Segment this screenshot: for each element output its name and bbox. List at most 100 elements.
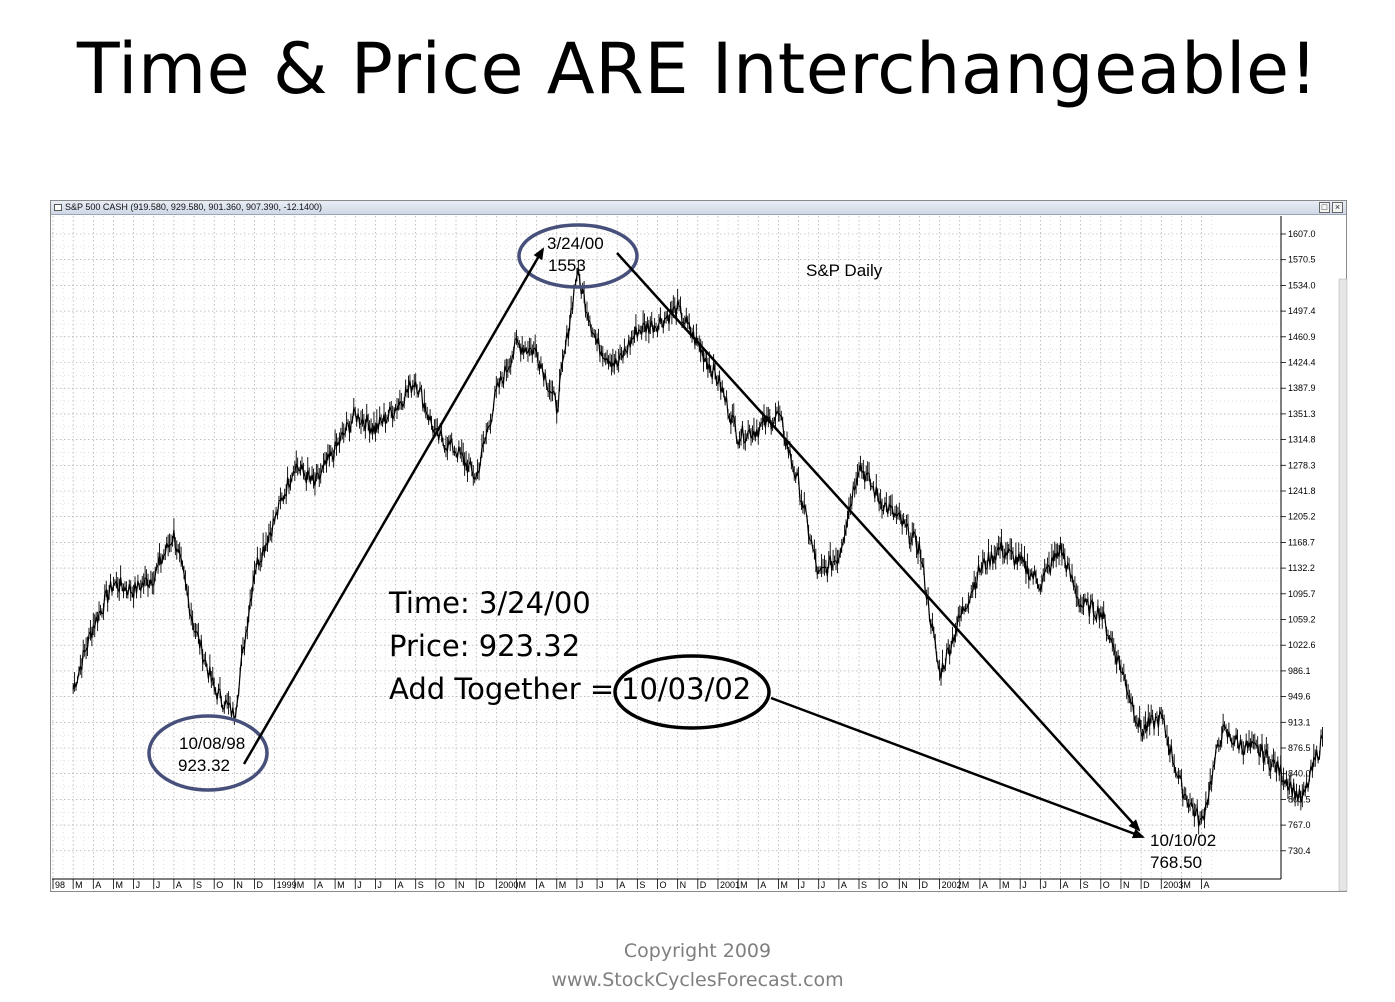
y-tick-label: 1570.5 [1288, 255, 1316, 265]
calc-time-line: Time: 3/24/00 [388, 586, 591, 620]
chart-window: S&P 500 CASH (919.580, 929.580, 901.360,… [50, 200, 1348, 892]
x-tick-label: M [962, 880, 970, 890]
low-1998-circle [147, 714, 269, 792]
y-tick-label: 1351.3 [1288, 409, 1316, 419]
x-tick-label: 2002 [942, 880, 962, 890]
x-tick-label: A [841, 880, 847, 890]
x-tick-label: M [115, 880, 123, 890]
x-tick-label: N [458, 880, 465, 890]
y-tick-label: 876.5 [1288, 743, 1311, 753]
x-tick-label: A [176, 880, 182, 890]
y-tick-label: 1387.9 [1288, 383, 1316, 393]
y-axis-ticks: 1607.0 1570.5 1534.0 1497.4 1460.9 1424.4 1387… [1281, 229, 1316, 856]
x-tick-label: J [1042, 880, 1047, 890]
y-tick-label: 1278.3 [1288, 460, 1316, 470]
x-tick-label: J [357, 880, 362, 890]
x-tick-label: S [861, 880, 867, 890]
x-tick-label: A [95, 880, 101, 890]
x-tick-label: J [599, 880, 604, 890]
x-tick-label: D [257, 880, 264, 890]
close-icon[interactable]: × [1332, 202, 1343, 213]
x-tick-label: O [881, 880, 888, 890]
x-tick-label: A [539, 880, 545, 890]
x-tick-label: M [780, 880, 788, 890]
x-tick-label: O [438, 880, 445, 890]
arrow-high-to-low [616, 252, 1141, 832]
arrow-low-to-high [242, 247, 545, 765]
x-tick-label: M [559, 880, 567, 890]
x-tick-label: A [760, 880, 766, 890]
calc-result-date: 10/03/02 [621, 672, 751, 706]
x-tick-label: N [236, 880, 243, 890]
x-tick-label: M [337, 880, 345, 890]
x-tick-label: S [639, 880, 645, 890]
high-2000-date: 3/24/00 [547, 234, 604, 253]
y-tick-label: 730.4 [1288, 846, 1311, 856]
low-1998-date: 10/08/98 [179, 734, 245, 753]
y-tick-label: 1314.8 [1288, 435, 1316, 445]
y-tick-label: 913.1 [1288, 717, 1311, 727]
x-tick-label: M [740, 880, 748, 890]
x-tick-label: J [801, 880, 806, 890]
x-tick-label: 2001 [720, 880, 740, 890]
x-tick-label: O [1103, 880, 1110, 890]
y-tick-label: 1132.2 [1288, 563, 1315, 573]
y-tick-label: 840.0 [1288, 769, 1311, 779]
x-tick-label: A [398, 880, 404, 890]
x-tick-label: 1999 [277, 880, 297, 890]
chart-subtitle: S&P Daily [806, 261, 883, 280]
restore-icon[interactable]: □ [1319, 202, 1330, 213]
website-text: www.StockCyclesForecast.com [551, 969, 844, 991]
x-tick-label: M [1002, 880, 1010, 890]
sp-daily-chart: 1607.0 1570.5 1534.0 1497.4 1460.9 1424.4 1387… [52, 216, 1348, 892]
x-tick-label: S [196, 880, 202, 890]
y-tick-label: 1607.0 [1288, 229, 1316, 239]
y-tick-label: 1095.7 [1288, 589, 1316, 599]
x-tick-label: N [680, 880, 687, 890]
arrow-result-to-low [770, 696, 1145, 839]
calc-price-line: Price: 923.32 [389, 629, 580, 663]
high-2000-price: 1553 [548, 256, 586, 275]
x-tick-label: A [317, 880, 323, 890]
x-tick-label: N [1123, 880, 1130, 890]
slide-title: Time & Price ARE Interchangeable! [76, 28, 1319, 110]
x-tick-label: M [518, 880, 526, 890]
x-tick-label: A [1204, 880, 1210, 890]
x-tick-label: O [660, 880, 667, 890]
x-tick-label: 2003 [1163, 880, 1183, 890]
x-tick-label: M [297, 880, 305, 890]
window-icon [54, 204, 62, 211]
x-tick-label: M [75, 880, 83, 890]
x-tick-label: A [619, 880, 625, 890]
x-tick-label: M [1183, 880, 1191, 890]
calc-add-line: Add Together = [389, 672, 614, 706]
chart-caption: S&P 500 CASH (919.580, 929.580, 901.360,… [65, 202, 323, 212]
x-tick-label: J [156, 880, 161, 890]
x-tick-label: J [821, 880, 826, 890]
x-tick-label: D [700, 880, 707, 890]
x-tick-label: D [921, 880, 928, 890]
y-tick-label: 1022.6 [1288, 640, 1316, 650]
y-tick-label: 1059.2 [1288, 615, 1316, 625]
high-2000-circle [517, 223, 639, 289]
x-tick-label: N [901, 880, 908, 890]
y-tick-label: 1424.4 [1288, 358, 1316, 368]
copyright-text: Copyright 2009 [623, 940, 772, 962]
y-tick-label: 1534.0 [1288, 280, 1316, 290]
x-tick-label: A [1063, 880, 1069, 890]
x-tick-label: S [1083, 880, 1089, 890]
x-tick-label: J [377, 880, 382, 890]
y-tick-label: 1241.8 [1288, 486, 1316, 496]
x-tick-label: J [136, 880, 141, 890]
y-tick-label: 803.5 [1288, 794, 1311, 804]
x-tick-label: J [579, 880, 584, 890]
x-tick-label: D [1143, 880, 1150, 890]
y-tick-label: 767.0 [1288, 820, 1311, 830]
y-tick-label: 949.6 [1288, 692, 1311, 702]
x-tick-label: 2000 [498, 880, 518, 890]
y-tick-label: 1168.7 [1288, 537, 1315, 547]
x-tick-label: O [216, 880, 223, 890]
chart-grid [52, 216, 1281, 879]
low-2002-price: 768.50 [1150, 853, 1202, 872]
y-tick-label: 1205.2 [1288, 512, 1316, 522]
